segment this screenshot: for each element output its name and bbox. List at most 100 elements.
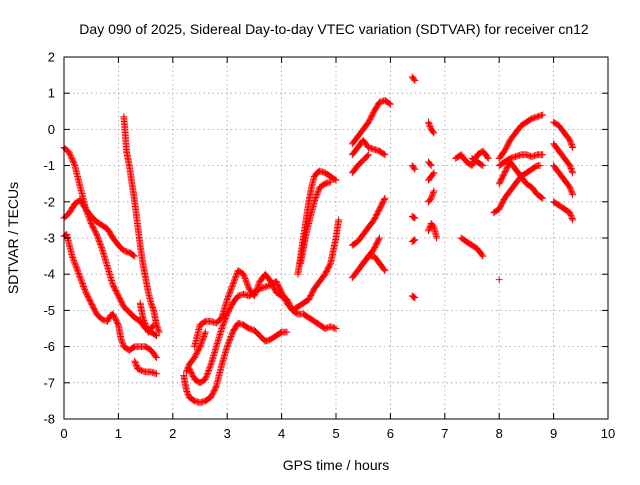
data-point-plus (433, 234, 440, 242)
data-point-plus (130, 252, 137, 259)
data-point-plus (501, 146, 509, 154)
data-point-plus (67, 152, 74, 160)
data-point-plus (73, 264, 80, 272)
data-point-plus (104, 317, 111, 325)
data-point-plus (98, 244, 105, 251)
data-point-plus (225, 291, 233, 299)
series-group (495, 151, 547, 169)
data-point-plus (370, 245, 378, 253)
data-point-plus (267, 278, 275, 285)
series-group (120, 113, 163, 336)
y-tick-label: -6 (43, 339, 55, 354)
series-group (457, 234, 487, 260)
data-point-plus (217, 326, 225, 334)
data-point-plus (197, 341, 204, 349)
data-point-plus (69, 156, 76, 164)
data-point-plus (331, 176, 339, 183)
series-group (550, 198, 576, 224)
data-point-plus (227, 333, 235, 340)
data-point-plus (131, 252, 139, 260)
x-tick-label: 8 (496, 426, 503, 441)
grid-lines (64, 57, 608, 419)
series-group (550, 140, 576, 177)
y-tick-label: -5 (43, 303, 55, 318)
y-tick-label: -8 (43, 412, 55, 427)
data-point-plus (243, 280, 251, 288)
data-point-plus (566, 162, 574, 169)
data-point-plus (204, 370, 211, 377)
data-point-plus (154, 325, 162, 333)
data-point-plus (93, 231, 100, 238)
data-point-plus (67, 153, 75, 161)
series-group (348, 151, 372, 177)
data-point-plus (478, 251, 486, 259)
data-point-plus (313, 192, 320, 200)
y-tick-label: 1 (48, 86, 55, 101)
series-group (425, 187, 438, 206)
data-point-plus (218, 325, 226, 332)
data-point-plus (80, 284, 88, 292)
data-point-plus (132, 360, 140, 368)
data-point-plus (141, 318, 148, 326)
data-point-plus (364, 152, 371, 160)
data-point-plus (95, 236, 103, 244)
data-point-plus (380, 196, 388, 203)
data-point-plus (69, 158, 77, 165)
data-point-plus (425, 120, 433, 127)
data-point-plus (566, 209, 574, 217)
x-tick-label: 7 (441, 426, 448, 441)
data-point-plus (484, 153, 491, 161)
data-point-plus (230, 278, 238, 286)
data-point-plus (150, 321, 158, 329)
data-point-plus (479, 252, 487, 260)
data-point-plus (381, 151, 389, 159)
data-point-plus (203, 372, 210, 380)
data-point-plus (495, 276, 503, 283)
data-point-plus (409, 293, 417, 300)
data-point-plus (567, 186, 575, 194)
data-point-plus (75, 271, 83, 279)
data-point-plus (429, 170, 437, 178)
data-point-plus (326, 261, 334, 269)
data-point-plus (218, 323, 226, 331)
data-point-plus (430, 169, 438, 177)
data-point-plus (411, 77, 419, 84)
data-point-plus (147, 299, 155, 307)
data-point-plus (409, 237, 417, 245)
series-group (490, 162, 544, 217)
data-point-plus (131, 359, 139, 366)
data-point-plus (566, 183, 574, 191)
series-group (425, 158, 435, 169)
data-point-plus (429, 128, 437, 136)
data-point-plus (426, 123, 434, 130)
data-point-plus (283, 296, 291, 303)
y-tick-label: -1 (43, 158, 55, 173)
data-point-plus (118, 338, 126, 346)
x-tick-label: 9 (550, 426, 557, 441)
data-point-plus (97, 241, 104, 248)
data-point-plus (142, 322, 150, 330)
data-point-plus (410, 164, 418, 172)
data-point-plus (379, 198, 387, 206)
x-tick-label: 0 (60, 426, 67, 441)
data-point-plus (374, 208, 382, 216)
y-axis-title: SDTVAR / TECUs (5, 182, 21, 294)
data-point-plus (212, 343, 220, 350)
data-point-plus (499, 198, 506, 206)
data-point-plus (410, 293, 418, 301)
data-point-plus (210, 388, 217, 396)
data-point-plus (131, 357, 139, 365)
data-point-plus (72, 261, 79, 269)
series-group (359, 252, 389, 274)
data-point-plus (241, 273, 248, 281)
series-group (408, 73, 419, 84)
data-point-plus (425, 225, 433, 233)
data-point-plus (567, 139, 575, 147)
data-point-plus (566, 136, 574, 144)
data-point-plus (66, 149, 73, 157)
data-point-plus (499, 172, 507, 179)
series-group (550, 118, 576, 151)
data-point-plus (90, 225, 98, 233)
data-point-plus (200, 333, 208, 340)
